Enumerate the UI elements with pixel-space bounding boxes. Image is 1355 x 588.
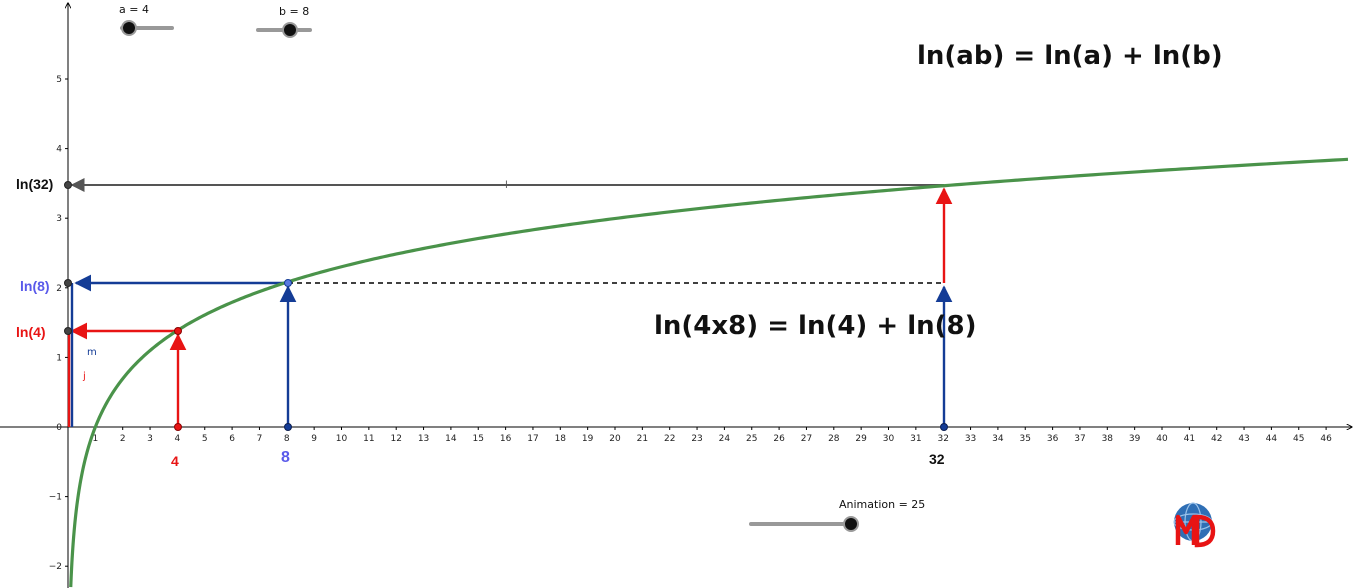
slider-animation-caption: Animation = 25 — [839, 498, 925, 511]
ln-function-curve[interactable] — [69, 157, 1349, 588]
point-ln4-on-y-axis[interactable] — [64, 327, 72, 335]
x-tick-label: 26 — [773, 434, 785, 444]
x-tick-label: 34 — [992, 434, 1004, 444]
formula-specific: ln(4x8) = ln(4) + ln(8) — [654, 311, 976, 341]
x-tick-label: 16 — [500, 434, 512, 444]
x-tick-label: 9 — [311, 434, 317, 444]
formula-general: ln(ab) = ln(a) + ln(b) — [917, 41, 1223, 71]
ln-b-construction — [70, 274, 953, 427]
x-tick-label: 41 — [1184, 434, 1195, 444]
x-tick-label: 40 — [1156, 434, 1168, 444]
segment-label-j: j — [82, 371, 86, 382]
y-tick-label: −1 — [49, 493, 62, 503]
x-tick-label: 45 — [1293, 434, 1304, 444]
slider-b-caption: b = 8 — [279, 5, 309, 18]
y-axis-ticks: −2 −1 0 1 2 3 4 5 — [49, 75, 68, 572]
slider-a-caption: a = 4 — [119, 3, 149, 16]
y-tick-label: 5 — [56, 75, 62, 85]
point-32-on-x-axis[interactable] — [940, 423, 948, 431]
x-tick-label: 37 — [1074, 434, 1085, 444]
point-a-on-curve[interactable] — [174, 327, 182, 335]
x-tick-label: 24 — [719, 434, 731, 444]
x-tick-label: 23 — [691, 434, 702, 444]
x-tick-label: 44 — [1266, 434, 1278, 444]
md-globe-logo-icon — [1173, 502, 1216, 548]
x-tick-label: 31 — [910, 434, 921, 444]
y-tick-label: 2 — [56, 284, 62, 294]
label-x-32: 32 — [929, 451, 945, 467]
x-tick-label: 1 — [92, 434, 98, 444]
slider-a[interactable]: a = 4 — [119, 3, 174, 36]
x-tick-label: 13 — [418, 434, 429, 444]
x-tick-label: 22 — [664, 434, 675, 444]
x-tick-label: 36 — [1047, 434, 1059, 444]
x-tick-label: 25 — [746, 434, 757, 444]
axes: 1 2 3 4 5 6 7 8 9 10 11 12 13 14 15 16 17 18 19 20 21 22 23 24 2… — [0, 3, 1352, 588]
x-tick-label: 39 — [1129, 434, 1141, 444]
segment-label-l: l — [505, 180, 508, 191]
slider-a-handle[interactable] — [121, 20, 137, 36]
ln-a-construction — [67, 187, 953, 427]
x-tick-label: 17 — [527, 434, 538, 444]
label-x-4: 4 — [171, 453, 179, 469]
label-ln4: ln(4) — [16, 324, 46, 340]
x-tick-label: 20 — [609, 434, 621, 444]
point-ln8-on-y-axis[interactable] — [64, 279, 72, 287]
x-tick-label: 7 — [257, 434, 263, 444]
y-tick-label: 1 — [56, 353, 62, 363]
x-tick-label: 2 — [120, 434, 126, 444]
x-tick-label: 29 — [855, 434, 867, 444]
x-tick-label: 4 — [175, 434, 181, 444]
points — [64, 181, 948, 431]
x-tick-label: 19 — [582, 434, 594, 444]
point-b-on-curve[interactable] — [284, 279, 292, 287]
x-tick-label: 3 — [147, 434, 153, 444]
label-ln32: ln(32) — [16, 176, 53, 192]
x-tick-label: 12 — [390, 434, 401, 444]
x-tick-label: 10 — [336, 434, 348, 444]
x-tick-label: 8 — [284, 434, 290, 444]
point-ln32-on-y-axis[interactable] — [64, 181, 72, 189]
x-tick-label: 14 — [445, 434, 457, 444]
slider-animation-handle[interactable] — [843, 516, 859, 532]
x-tick-label: 46 — [1320, 434, 1332, 444]
x-tick-label: 42 — [1211, 434, 1222, 444]
x-tick-label: 6 — [229, 434, 235, 444]
label-x-8: 8 — [281, 449, 290, 466]
slider-b-handle[interactable] — [282, 22, 298, 38]
x-tick-label: 11 — [363, 434, 374, 444]
y-tick-label: −2 — [49, 562, 62, 572]
x-tick-label: 35 — [1020, 434, 1031, 444]
x-tick-label: 27 — [801, 434, 812, 444]
x-axis-ticks: 1 2 3 4 5 6 7 8 9 10 11 12 13 14 15 16 17 18 19 20 21 22 23 24 2… — [92, 427, 1332, 444]
point-a-on-x-axis[interactable] — [174, 423, 182, 431]
slider-b[interactable]: b = 8 — [256, 5, 312, 38]
x-tick-label: 5 — [202, 434, 208, 444]
segment-label-m: m — [87, 347, 97, 358]
slider-animation[interactable]: Animation = 25 — [749, 498, 925, 532]
y-tick-label: 0 — [56, 423, 62, 433]
y-tick-label: 4 — [56, 145, 62, 155]
x-tick-label: 21 — [637, 434, 648, 444]
y-tick-label: 3 — [56, 214, 62, 224]
x-tick-label: 32 — [937, 434, 948, 444]
x-tick-label: 33 — [965, 434, 976, 444]
x-tick-label: 30 — [883, 434, 895, 444]
x-tick-label: 28 — [828, 434, 840, 444]
label-ln8: ln(8) — [20, 278, 50, 294]
x-tick-label: 38 — [1102, 434, 1114, 444]
point-b-on-x-axis[interactable] — [284, 423, 292, 431]
x-tick-label: 15 — [473, 434, 484, 444]
x-tick-label: 18 — [555, 434, 567, 444]
x-tick-label: 43 — [1238, 434, 1249, 444]
